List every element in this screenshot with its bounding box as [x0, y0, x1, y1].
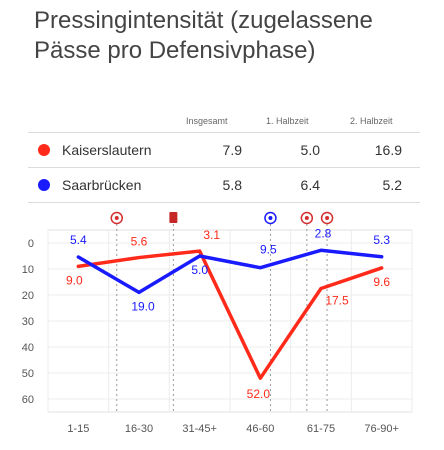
y-tick-label: 10 [22, 264, 34, 276]
series-line [76, 249, 384, 380]
value-total: 7.9 [222, 142, 242, 158]
data-label: 5.4 [70, 233, 87, 247]
goal-icon-center [268, 216, 273, 220]
team-row-kaiserslautern: Kaiserslautern 7.9 5.0 16.9 [28, 132, 420, 167]
x-tick-label: 31-45+ [182, 423, 217, 435]
team-color-dot [38, 144, 50, 156]
data-label: 9.5 [260, 243, 277, 257]
value-first-half: 6.4 [300, 177, 320, 193]
goal-icon-center [304, 216, 309, 220]
data-label: 2.8 [315, 226, 332, 240]
series-line [76, 248, 384, 295]
team-name: Saarbrücken [62, 177, 142, 193]
red-card-icon [169, 212, 178, 223]
x-tick-label: 46-60 [246, 423, 274, 435]
team-name: Kaiserslautern [62, 142, 152, 158]
chart-title: Pressingintensität (zugelassene Pässe pr… [34, 7, 373, 64]
y-tick-label: 60 [22, 394, 34, 406]
data-label: 5.3 [373, 233, 390, 247]
data-label: 5.0 [191, 263, 208, 277]
header-second-half: 2. Halbzeit [350, 116, 393, 126]
y-tick-label: 50 [22, 368, 34, 380]
goal-icon-center [114, 216, 119, 220]
y-tick-label: 20 [22, 290, 34, 302]
line-chart: 0 10 20 30 40 50 60 1-15 16-30 31-45+ 46-60 61-75 76… [22, 211, 413, 435]
stats-table: Insgesamt 1. Halbzeit 2. Halbzeit Kaiser… [28, 110, 420, 204]
data-label: 9.6 [373, 275, 390, 289]
data-label: 17.5 [325, 294, 349, 308]
value-second-half: 5.2 [382, 177, 402, 193]
header-first-half: 1. Halbzeit [266, 116, 309, 126]
data-label: 5.6 [131, 235, 148, 249]
stats-header-row: Insgesamt 1. Halbzeit 2. Halbzeit [28, 110, 420, 132]
x-tick-label: 1-15 [67, 423, 89, 435]
y-tick-label: 30 [22, 316, 34, 328]
goal-icon-center [325, 216, 330, 220]
team-color-dot [38, 179, 50, 191]
y-tick-label: 40 [22, 342, 34, 354]
header-total: Insgesamt [186, 116, 228, 126]
y-tick-label: 0 [28, 238, 34, 250]
data-label: 19.0 [131, 299, 155, 313]
data-label: 52.0 [247, 387, 271, 401]
x-tick-label: 76-90+ [364, 423, 399, 435]
value-total: 5.8 [222, 177, 242, 193]
x-tick-label: 61-75 [307, 423, 335, 435]
team-row-saarbruecken: Saarbrücken 5.8 6.4 5.2 [28, 167, 420, 202]
value-first-half: 5.0 [300, 142, 320, 158]
x-tick-label: 16-30 [125, 423, 153, 435]
data-label: 3.1 [203, 228, 220, 242]
data-label: 9.0 [66, 273, 83, 287]
value-second-half: 16.9 [374, 142, 402, 158]
